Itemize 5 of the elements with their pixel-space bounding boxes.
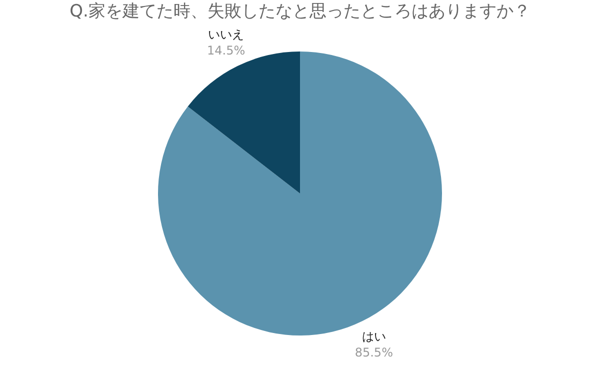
slice-label: いいえ	[208, 28, 244, 42]
data-label: 85.5%	[354, 345, 393, 360]
slice-label: はい	[362, 329, 386, 344]
chart-title: Q.家を建てた時、失敗したなと思ったところはありますか？	[70, 2, 530, 22]
data-label: 14.5%	[207, 44, 246, 58]
